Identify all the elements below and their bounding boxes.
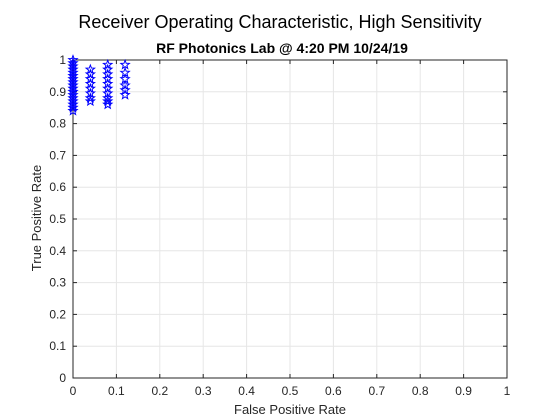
axes — [72, 59, 508, 379]
x-tick-label: 0 — [70, 384, 77, 398]
data-point — [67, 101, 79, 113]
y-tick-label: 0.8 — [49, 117, 66, 131]
data-point — [102, 82, 114, 94]
data-point — [84, 63, 96, 75]
data-point — [84, 95, 96, 107]
data-point — [67, 104, 79, 116]
data-point — [119, 84, 131, 96]
x-tick-label: 0.6 — [325, 384, 342, 398]
plot-box — [72, 59, 508, 379]
y-tick-label: 0.7 — [49, 148, 66, 162]
chart-subtitle: RF Photonics Lab @ 4:20 PM 10/24/19 — [156, 40, 408, 56]
y-tick-label: 0.3 — [49, 276, 66, 290]
x-tick-labels: 0 0.1 0.2 0.3 0.4 0.5 0.6 0.7 0.8 0.9 1 — [70, 384, 511, 398]
data-point — [102, 58, 114, 70]
data-point — [84, 68, 96, 80]
y-tick-label: 0.5 — [49, 212, 66, 226]
data-point — [102, 87, 114, 99]
data-point — [84, 73, 96, 84]
data-point — [102, 73, 114, 84]
data-point — [102, 77, 114, 89]
chart-title: Receiver Operating Characteristic, High … — [78, 12, 481, 32]
data-points — [67, 54, 131, 116]
data-point — [84, 92, 96, 103]
x-tick-label: 0.8 — [412, 384, 429, 398]
x-tick-label: 0.7 — [368, 384, 385, 398]
x-tick-label: 0.9 — [455, 384, 472, 398]
data-point — [84, 87, 96, 99]
y-tick-label: 0.1 — [49, 339, 66, 353]
y-tick-label: 0.4 — [49, 244, 66, 258]
y-tick-label: 0.2 — [49, 307, 66, 321]
x-tick-label: 0.3 — [195, 384, 212, 398]
data-point — [102, 68, 114, 80]
y-axis-label: True Positive Rate — [29, 165, 44, 271]
y-tick-label: 0 — [59, 371, 66, 385]
x-axis-label: False Positive Rate — [234, 402, 346, 417]
data-point — [84, 77, 96, 89]
data-point — [119, 58, 131, 70]
data-point — [102, 98, 114, 110]
data-point — [119, 89, 131, 100]
x-tick-label: 0.4 — [238, 384, 255, 398]
grid-lines — [72, 59, 508, 379]
x-tick-label: 0.2 — [151, 384, 168, 398]
x-tick-label: 0.5 — [282, 384, 299, 398]
x-tick-label: 0.1 — [108, 384, 125, 398]
y-tick-label: 0.9 — [49, 85, 66, 99]
x-tick-label: 1 — [504, 384, 511, 398]
data-point — [119, 79, 131, 91]
y-tick-labels: 0 0.1 0.2 0.3 0.4 0.5 0.6 0.7 0.8 0.9 1 — [49, 53, 66, 385]
data-point — [102, 95, 114, 107]
data-point — [84, 82, 96, 94]
y-tick-label: 0.6 — [49, 180, 66, 194]
data-point — [102, 63, 114, 75]
y-tick-label: 1 — [59, 53, 66, 67]
